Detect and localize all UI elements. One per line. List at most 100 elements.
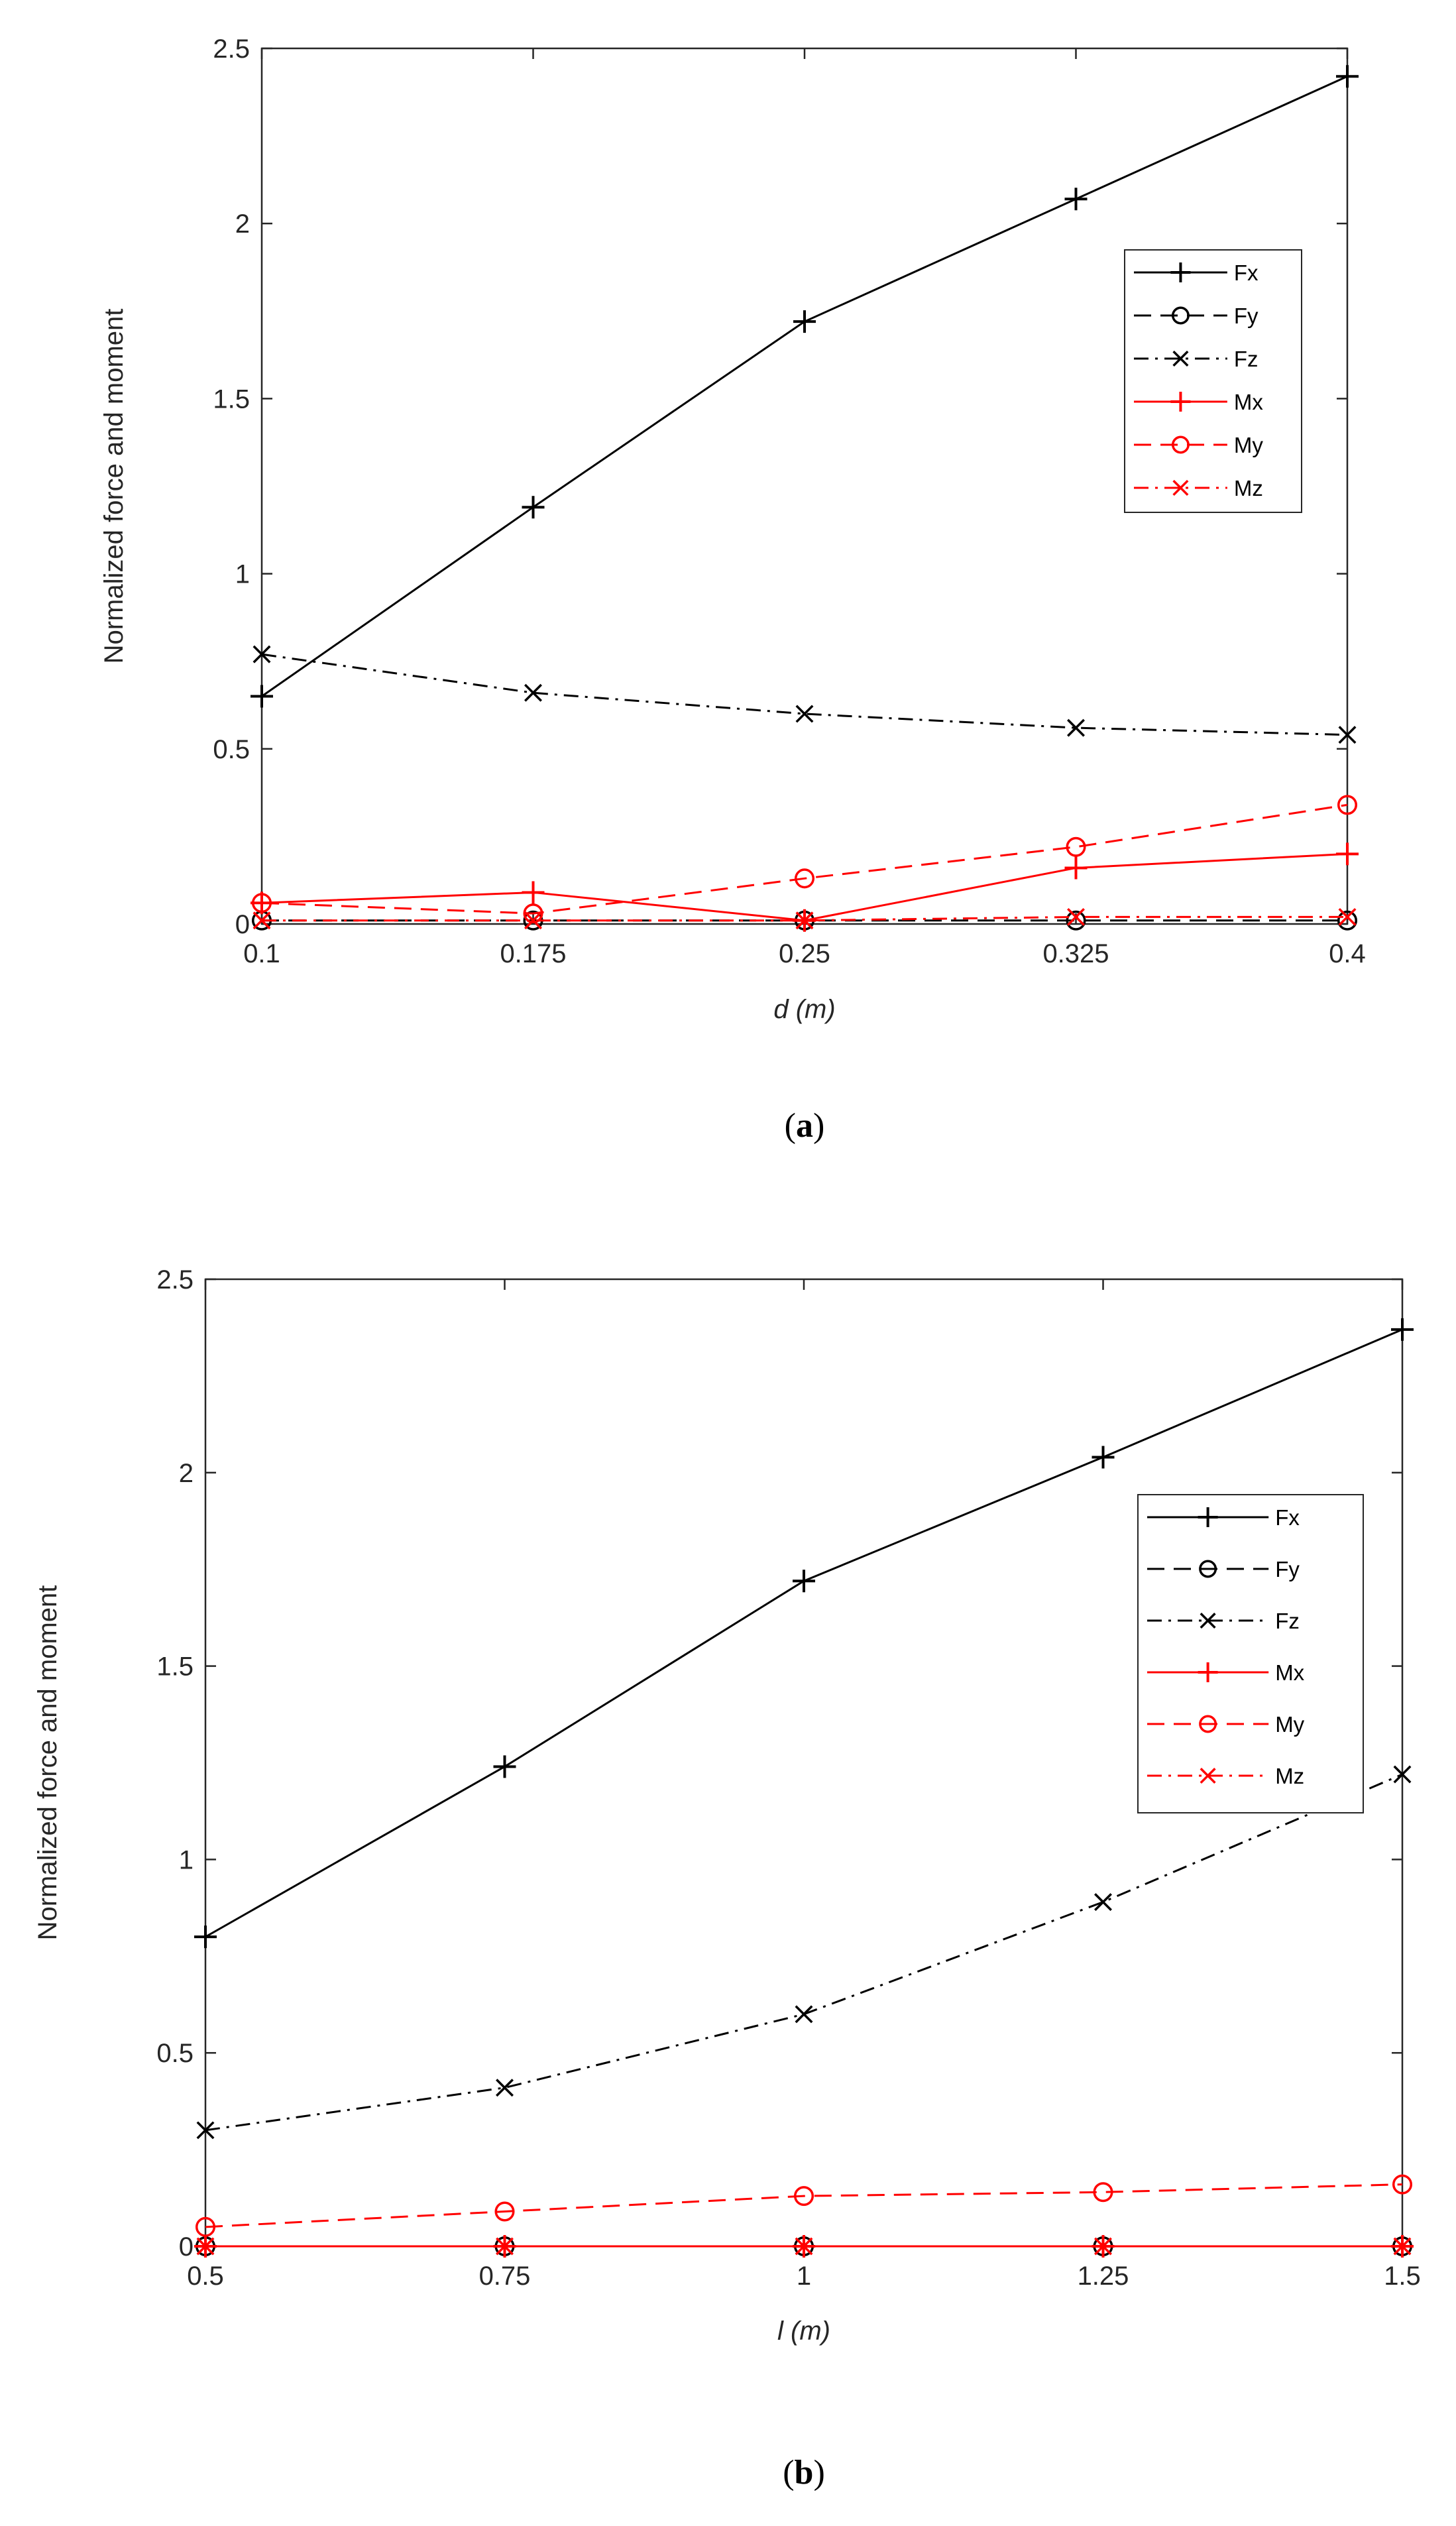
legend-marker-Fy bbox=[1199, 1560, 1217, 1578]
legend-marker-Fx bbox=[1198, 1507, 1218, 1527]
x-axis-label: d (m) bbox=[773, 995, 835, 1024]
data-point-Mz bbox=[524, 911, 542, 930]
y-tick-label: 2.5 bbox=[213, 34, 250, 64]
data-point-Mx bbox=[1336, 842, 1359, 866]
data-point-Fz bbox=[1067, 718, 1085, 737]
caption-letter: b bbox=[795, 2454, 814, 2492]
legend-marker-Mz bbox=[1172, 479, 1189, 496]
data-point-My bbox=[1337, 795, 1358, 815]
legend-marker-Mx bbox=[1198, 1662, 1218, 1682]
legend-label-Fy: Fy bbox=[1275, 1557, 1300, 1581]
x-tick-label: 1 bbox=[797, 2262, 811, 2291]
legend-label-Fz: Fz bbox=[1275, 1609, 1300, 1633]
y-tick-label: 1.5 bbox=[156, 1652, 194, 1682]
data-point-Fz bbox=[196, 2121, 215, 2140]
legend-label-Mz: Mz bbox=[1234, 476, 1263, 500]
data-point-My bbox=[523, 903, 543, 924]
legend-label-My: My bbox=[1275, 1712, 1304, 1737]
caption-letter: a bbox=[796, 1107, 813, 1145]
x-tick-label: 0.4 bbox=[1329, 939, 1366, 968]
legend-marker-My bbox=[1199, 1715, 1217, 1733]
data-point-Mz bbox=[1094, 2237, 1112, 2256]
y-tick-label: 1 bbox=[235, 560, 250, 589]
legend-label-Fx: Fx bbox=[1275, 1505, 1300, 1530]
data-point-Fz bbox=[252, 645, 271, 663]
legend-marker-Fz bbox=[1172, 350, 1189, 367]
data-point-Mx bbox=[522, 881, 545, 904]
y-tick-label: 0.5 bbox=[156, 2039, 194, 2068]
x-tick-label: 0.325 bbox=[1042, 939, 1109, 968]
y-axis-label: Normalized force and moment bbox=[33, 1585, 62, 1941]
data-point-Fz bbox=[1094, 1893, 1112, 1912]
data-point-Fx bbox=[1336, 65, 1359, 88]
data-point-Fx bbox=[793, 1570, 815, 1593]
data-point-Mz bbox=[496, 2237, 514, 2256]
x-tick-label: 1.25 bbox=[1078, 2262, 1129, 2291]
y-tick-label: 2 bbox=[179, 1459, 194, 1488]
data-point-Fz bbox=[496, 2079, 514, 2097]
caption-a: (a) bbox=[785, 1107, 825, 1145]
data-point-Mz bbox=[252, 911, 271, 930]
data-point-Fx bbox=[251, 685, 273, 708]
x-tick-label: 0.75 bbox=[479, 2262, 531, 2291]
series-My bbox=[251, 795, 1358, 924]
y-tick-label: 2 bbox=[235, 209, 250, 239]
x-tick-label: 1.5 bbox=[1384, 2262, 1421, 2291]
legend-label-Mx: Mx bbox=[1234, 390, 1263, 414]
x-tick-label: 0.1 bbox=[243, 939, 280, 968]
legend-marker-Fy bbox=[1171, 306, 1190, 325]
series-My bbox=[195, 2174, 1413, 2237]
legend-marker-Mz bbox=[1200, 1767, 1216, 1784]
data-point-Mz bbox=[795, 2237, 813, 2256]
data-point-Fx bbox=[194, 1925, 217, 1949]
y-tick-label: 0.5 bbox=[213, 735, 250, 764]
data-point-Fz bbox=[1393, 1765, 1412, 1784]
legend-label-Fz: Fz bbox=[1234, 347, 1259, 371]
legend-b: Fx Fy Fz Mx My Mz bbox=[1137, 1494, 1364, 1813]
legend-marker-Mx bbox=[1170, 392, 1191, 412]
data-point-My bbox=[793, 2186, 814, 2207]
data-point-My bbox=[251, 893, 272, 913]
legend-marker-Fz bbox=[1200, 1612, 1216, 1629]
series-Mz bbox=[196, 2237, 1412, 2256]
caption-open: ( bbox=[783, 2454, 794, 2492]
legend-label-Mz: Mz bbox=[1275, 1764, 1304, 1788]
series-Fx bbox=[194, 1318, 1414, 1949]
data-point-Fx bbox=[1391, 1318, 1414, 1341]
data-point-Fz bbox=[795, 2005, 813, 2024]
legend-marker-My bbox=[1171, 435, 1190, 454]
chart-a: 0 0.5 1 1.5 2 2.5 0.1 0.175 0.25 0.325 0.4 d (m) Nor… bbox=[99, 34, 1366, 1145]
series-line-My bbox=[261, 803, 1348, 915]
data-point-My bbox=[195, 2216, 216, 2237]
legend-label-Fy: Fy bbox=[1234, 304, 1259, 328]
x-axis-label: l (m) bbox=[777, 2317, 830, 2346]
data-point-My bbox=[494, 2201, 515, 2222]
data-point-Fy bbox=[1337, 910, 1358, 931]
chart-b: 00.511.522.50.5 0.75 1 1.25 1.5l (m)Normaliz… bbox=[33, 1265, 1421, 2492]
data-point-Mx bbox=[1064, 856, 1088, 880]
data-point-Fx bbox=[1064, 188, 1088, 211]
y-axis-label: Normalized force and moment bbox=[99, 309, 129, 664]
data-point-My bbox=[1392, 2174, 1413, 2195]
x-tick-label: 0.5 bbox=[187, 2262, 224, 2291]
x-tick-label: 0.175 bbox=[500, 939, 566, 968]
data-point-Fx bbox=[493, 1755, 516, 1778]
data-point-Mz bbox=[795, 911, 814, 930]
data-point-My bbox=[794, 868, 815, 889]
data-point-My bbox=[1066, 836, 1086, 857]
legend-label-Fx: Fx bbox=[1234, 260, 1259, 285]
data-point-Mz bbox=[1338, 907, 1357, 926]
data-point-My bbox=[1093, 2182, 1113, 2203]
legend-a: Fx Fy Fz Mx My Mz bbox=[1124, 249, 1302, 513]
data-point-Fx bbox=[522, 496, 545, 519]
legend-marker-Fx bbox=[1170, 262, 1191, 282]
y-tick-label: 1 bbox=[179, 1845, 194, 1874]
data-point-Fx bbox=[793, 310, 816, 333]
data-point-Fz bbox=[524, 683, 542, 702]
data-point-Mz bbox=[196, 2237, 215, 2256]
caption-close: ) bbox=[813, 1107, 824, 1145]
series-line-My bbox=[205, 2183, 1403, 2228]
legend-box bbox=[1137, 1494, 1364, 1813]
series-Fz bbox=[252, 645, 1357, 744]
